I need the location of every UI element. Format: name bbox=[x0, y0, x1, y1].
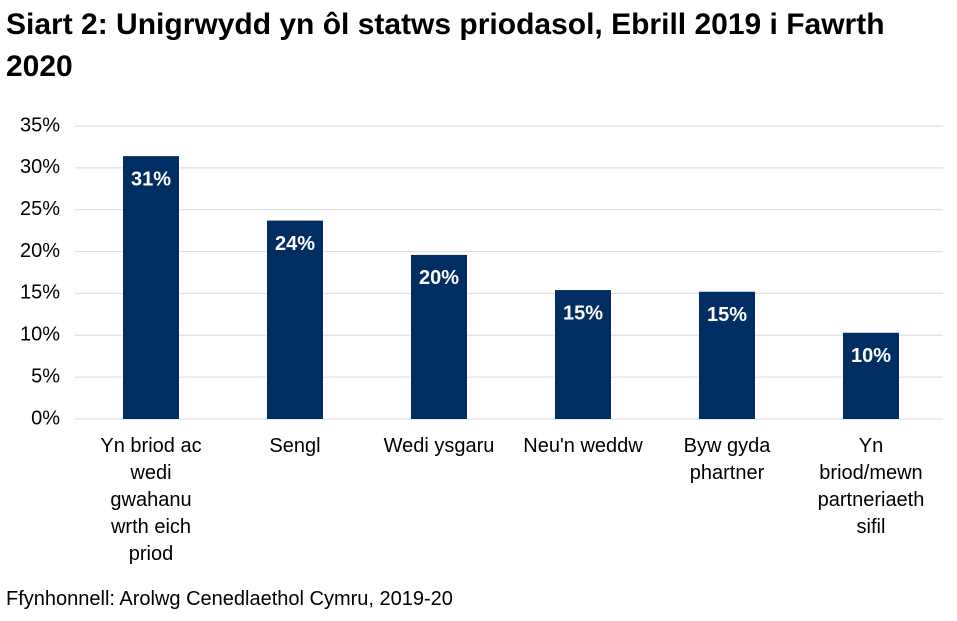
data-label: 31% bbox=[131, 168, 171, 190]
x-tick-label: Yn briod ac wedi gwahanu wrth eich priod bbox=[100, 435, 202, 565]
data-label: 15% bbox=[707, 304, 747, 326]
x-tick-label: Byw gyda phartner bbox=[683, 435, 771, 484]
x-tick-label: Wedi ysgaru bbox=[383, 435, 495, 457]
y-tick-label: 30% bbox=[20, 156, 60, 178]
y-tick-label: 10% bbox=[20, 324, 60, 346]
bar bbox=[699, 291, 755, 419]
data-label: 10% bbox=[851, 345, 891, 367]
chart-title: Siart 2: Unigrwydd yn ôl statws priodaso… bbox=[6, 8, 885, 83]
data-label: 20% bbox=[419, 267, 459, 289]
bar bbox=[555, 290, 611, 419]
y-tick-label: 20% bbox=[20, 240, 60, 262]
data-label: 24% bbox=[275, 233, 315, 255]
x-tick-label: Yn briod/mewn partneriaeth sifil bbox=[817, 435, 925, 538]
y-tick-label: 0% bbox=[31, 407, 60, 429]
bar bbox=[843, 332, 899, 419]
y-tick-label: 15% bbox=[20, 282, 60, 304]
bar bbox=[411, 254, 467, 419]
y-tick-label: 5% bbox=[31, 365, 60, 387]
bar bbox=[123, 156, 179, 419]
y-tick-label: 25% bbox=[20, 198, 60, 220]
x-tick-label: Sengl bbox=[269, 435, 321, 457]
data-label: 15% bbox=[563, 302, 603, 324]
bar bbox=[267, 220, 323, 419]
y-tick-label: 35% bbox=[20, 114, 60, 136]
x-tick-label: Neu'n weddw bbox=[523, 435, 643, 457]
source-note: Ffynhonnell: Arolwg Cenedlaethol Cymru, … bbox=[6, 588, 453, 610]
